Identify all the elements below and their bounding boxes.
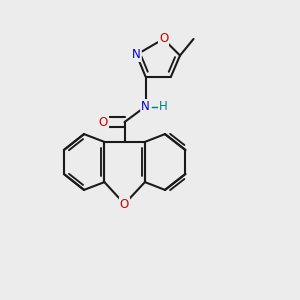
Text: O: O [120,197,129,211]
Text: N: N [141,100,150,113]
Text: H: H [159,100,168,113]
Text: O: O [159,32,168,46]
Text: O: O [99,116,108,129]
Text: N: N [132,48,141,61]
